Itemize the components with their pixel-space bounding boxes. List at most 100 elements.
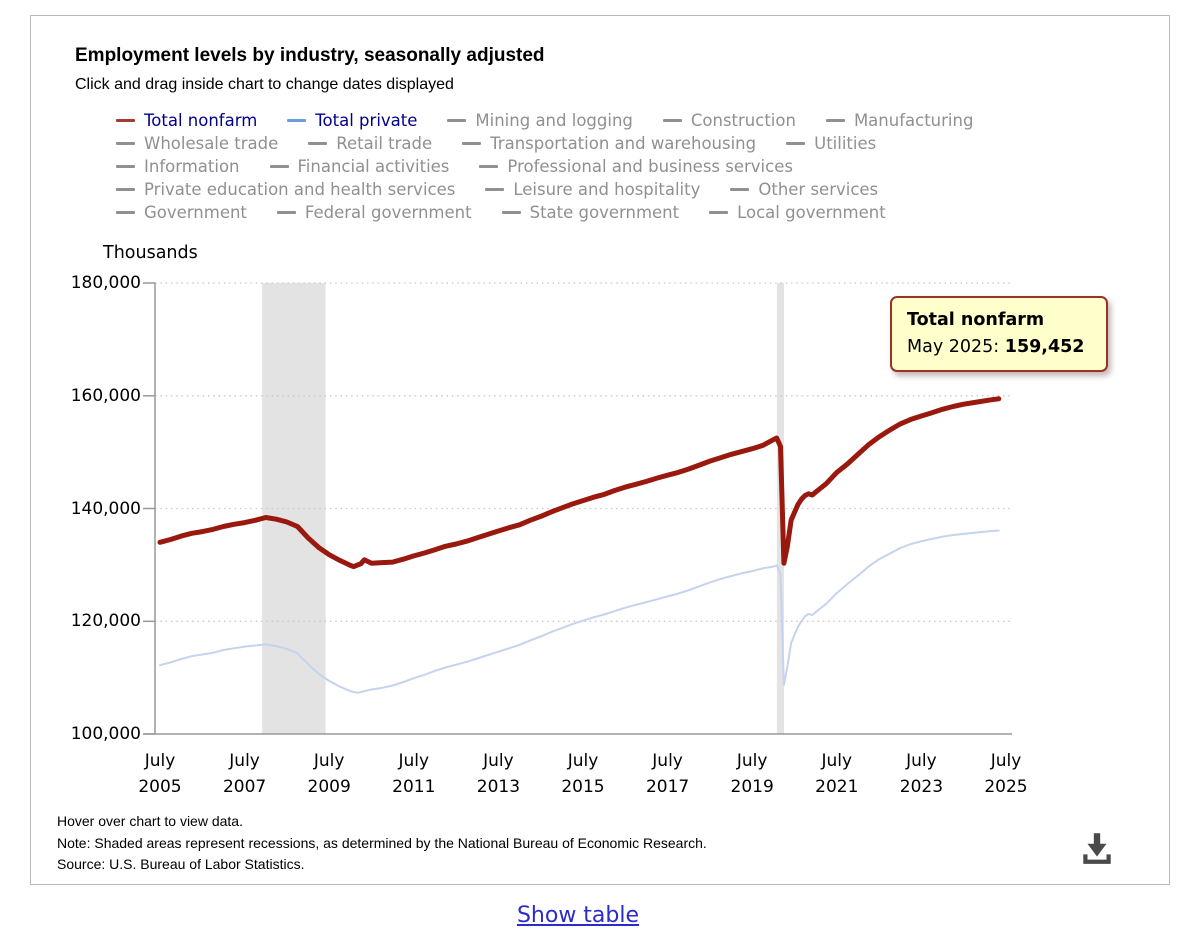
legend-item-label: State government <box>529 203 680 222</box>
legend-swatch-icon <box>269 165 289 168</box>
legend-item-utilities[interactable]: Utilities <box>786 134 876 153</box>
legend-item-government[interactable]: Government <box>116 203 247 222</box>
series-line-total-private <box>159 529 1000 694</box>
x-tick-label: July 2023 <box>899 751 944 797</box>
legend-item-label: Other services <box>758 180 879 199</box>
show-table-link[interactable]: Show table <box>516 903 640 928</box>
legend-item-professional-and-business-services[interactable]: Professional and business services <box>479 157 793 176</box>
legend-swatch-icon <box>116 119 135 122</box>
legend-swatch-icon <box>308 142 328 145</box>
legend-item-label: Construction <box>690 111 796 130</box>
x-tick-label: July 2019 <box>730 751 774 797</box>
legend-item-label: Information <box>144 157 240 176</box>
legend-item-financial-activities[interactable]: Financial activities <box>269 157 450 176</box>
y-axis-title: Thousands <box>103 243 198 263</box>
legend-swatch-icon <box>786 142 806 145</box>
legend-swatch-icon <box>116 142 135 145</box>
legend-item-private-education-and-health-services[interactable]: Private education and health services <box>116 180 455 199</box>
legend-swatch-icon <box>662 119 682 122</box>
legend-item-retail-trade[interactable]: Retail trade <box>308 134 432 153</box>
legend-swatch-icon <box>287 119 307 122</box>
legend-row: Government Federal government State govern… <box>116 201 1106 224</box>
legend-item-label: Professional and business services <box>507 157 793 176</box>
legend-item-information[interactable]: Information <box>116 157 240 176</box>
y-tick-label: 180,000 <box>70 273 141 293</box>
legend-item-label: Retail trade <box>336 134 433 153</box>
x-tick-label: July 2017 <box>645 751 690 797</box>
legend-item-construction[interactable]: Construction <box>662 111 796 130</box>
x-tick-label: July 2007 <box>222 751 267 797</box>
legend-item-federal-government[interactable]: Federal government <box>276 203 472 222</box>
legend-item-label: Financial activities <box>297 157 450 176</box>
y-tick-label: 120,000 <box>70 611 141 632</box>
legend-swatch-icon <box>479 165 499 168</box>
legend-item-mining-and-logging[interactable]: Mining and logging <box>447 111 633 130</box>
legend-item-label: Private education and health services <box>144 180 456 199</box>
legend-item-total-private[interactable]: Total private <box>287 111 417 130</box>
legend-swatch-icon <box>116 165 135 168</box>
legend-item-label: Manufacturing <box>853 111 974 130</box>
chart-card <box>30 15 1170 885</box>
tooltip-value: 159,452 <box>1004 337 1085 357</box>
legend-swatch-icon <box>501 211 521 214</box>
legend-row: Private education and health services Lei… <box>116 178 1106 201</box>
tooltip: Total nonfarm May 2025: 159,452 <box>890 296 1108 372</box>
legend-item-other-services[interactable]: Other services <box>730 180 878 199</box>
note-recessions: Note: Shaded areas represent recessions,… <box>57 834 707 851</box>
legend: Total nonfarm Total private Mining and log… <box>116 109 1106 224</box>
legend-item-label: Government <box>144 203 247 222</box>
legend-item-label: Total nonfarm <box>144 111 258 130</box>
legend-swatch-icon <box>709 211 729 214</box>
plot-area[interactable] <box>155 283 1012 734</box>
chart-subtitle: Click and drag inside chart to change da… <box>75 76 454 93</box>
legend-item-label: Federal government <box>304 203 472 222</box>
legend-swatch-icon <box>116 211 135 214</box>
legend-item-leisure-and-hospitality[interactable]: Leisure and hospitality <box>485 180 700 199</box>
download-icon <box>1083 833 1111 864</box>
legend-item-label: Wholesale trade <box>144 134 279 153</box>
x-tick-label: July 2013 <box>476 751 521 797</box>
legend-row: Wholesale trade Retail trade Transportatio… <box>116 132 1106 155</box>
note-source: Source: U.S. Bureau of Labor Statistics. <box>57 856 305 872</box>
x-tick-label: July 2015 <box>561 751 605 797</box>
y-tick-label: 160,000 <box>70 385 141 406</box>
legend-swatch-icon <box>116 188 135 191</box>
legend-swatch-icon <box>276 211 296 214</box>
legend-row: Total nonfarm Total private Mining and log… <box>116 109 1106 132</box>
tooltip-series-name: Total nonfarm <box>907 310 1045 330</box>
y-tick-label: 140,000 <box>70 498 141 519</box>
legend-item-total-nonfarm[interactable]: Total nonfarm <box>116 111 257 130</box>
y-tick-label: 100,000 <box>70 724 141 744</box>
series-line-total-nonfarm <box>157 396 1002 570</box>
tooltip-date: May 2025: <box>907 337 1000 357</box>
download-button[interactable] <box>1078 829 1116 867</box>
legend-swatch-icon <box>825 119 845 122</box>
legend-item-manufacturing[interactable]: Manufacturing <box>825 111 974 130</box>
legend-item-label: Utilities <box>814 134 877 153</box>
note-hover: Hover over chart to view data. <box>57 813 243 829</box>
x-tick-label: July 2025 <box>984 751 1028 797</box>
legend-item-label: Leisure and hospitality <box>513 180 701 199</box>
legend-swatch-icon <box>447 119 467 122</box>
legend-swatch-icon <box>462 142 482 145</box>
legend-item-wholesale-trade[interactable]: Wholesale trade <box>116 134 278 153</box>
legend-swatch-icon <box>485 188 505 191</box>
legend-item-transportation-and-warehousing[interactable]: Transportation and warehousing <box>462 134 756 153</box>
legend-row: Information Financial activities Professio… <box>116 155 1106 178</box>
legend-item-state-government[interactable]: State government <box>501 203 680 222</box>
page-title: Employment levels by industry, seasonall… <box>75 45 545 66</box>
legend-item-label: Mining and logging <box>475 111 633 130</box>
legend-swatch-icon <box>730 188 750 191</box>
chart-notes: Hover over chart to view data. Note: Sha… <box>57 811 707 876</box>
show-table-container: Show table <box>0 903 1156 928</box>
legend-item-label: Transportation and warehousing <box>490 134 757 153</box>
x-tick-label: July 2005 <box>138 751 182 797</box>
x-tick-label: July 2011 <box>392 751 436 797</box>
legend-item-label: Total private <box>315 111 418 130</box>
legend-item-label: Local government <box>737 203 886 222</box>
x-tick-label: July 2021 <box>815 751 859 797</box>
x-tick-label: July 2009 <box>307 751 351 797</box>
legend-item-local-government[interactable]: Local government <box>709 203 886 222</box>
tooltip-data-line: May 2025: 159,452 <box>907 337 1091 357</box>
